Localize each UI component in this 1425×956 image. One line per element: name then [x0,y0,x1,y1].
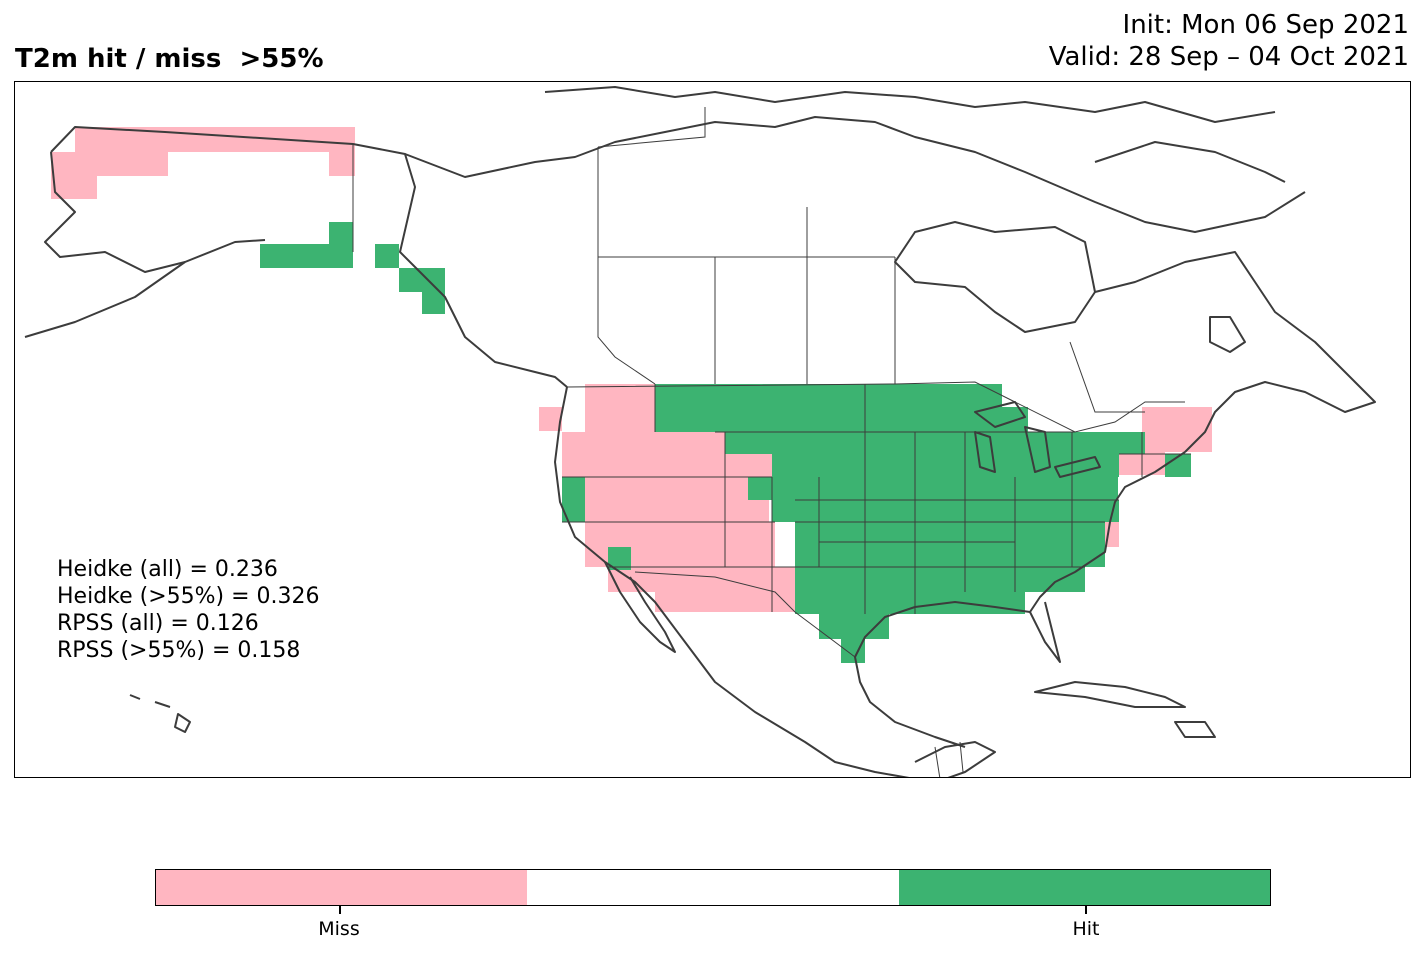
colorbar-tick-miss [339,906,341,914]
skill-scores: Heidke (all) = 0.236 Heidke (>55%) = 0.3… [57,556,320,664]
colorbar-label-hit: Hit [1072,918,1100,940]
hit-cells [260,222,1191,663]
valid-period: Valid: 28 Sep – 04 Oct 2021 [1048,42,1409,72]
colorbar-neutral [527,870,899,905]
colorbar [155,869,1271,906]
colorbar-miss [156,870,528,905]
init-date: Init: Mon 06 Sep 2021 [1122,10,1409,40]
heidke-55: Heidke (>55%) = 0.326 [57,584,320,609]
rpss-55: RPSS (>55%) = 0.158 [57,638,301,663]
miss-cells [51,127,1212,612]
map-svg [24,86,1376,777]
heidke-all: Heidke (all) = 0.236 [57,557,278,582]
colorbar-tick-hit [1085,906,1087,914]
borders [352,107,1191,777]
coastlines [24,86,1376,777]
colorbar-label-miss: Miss [318,918,360,940]
map-title: T2m hit / miss >55% [15,44,324,74]
colorbar-hit [898,870,1270,905]
rpss-all: RPSS (all) = 0.126 [57,611,259,636]
map-panel [14,81,1411,778]
